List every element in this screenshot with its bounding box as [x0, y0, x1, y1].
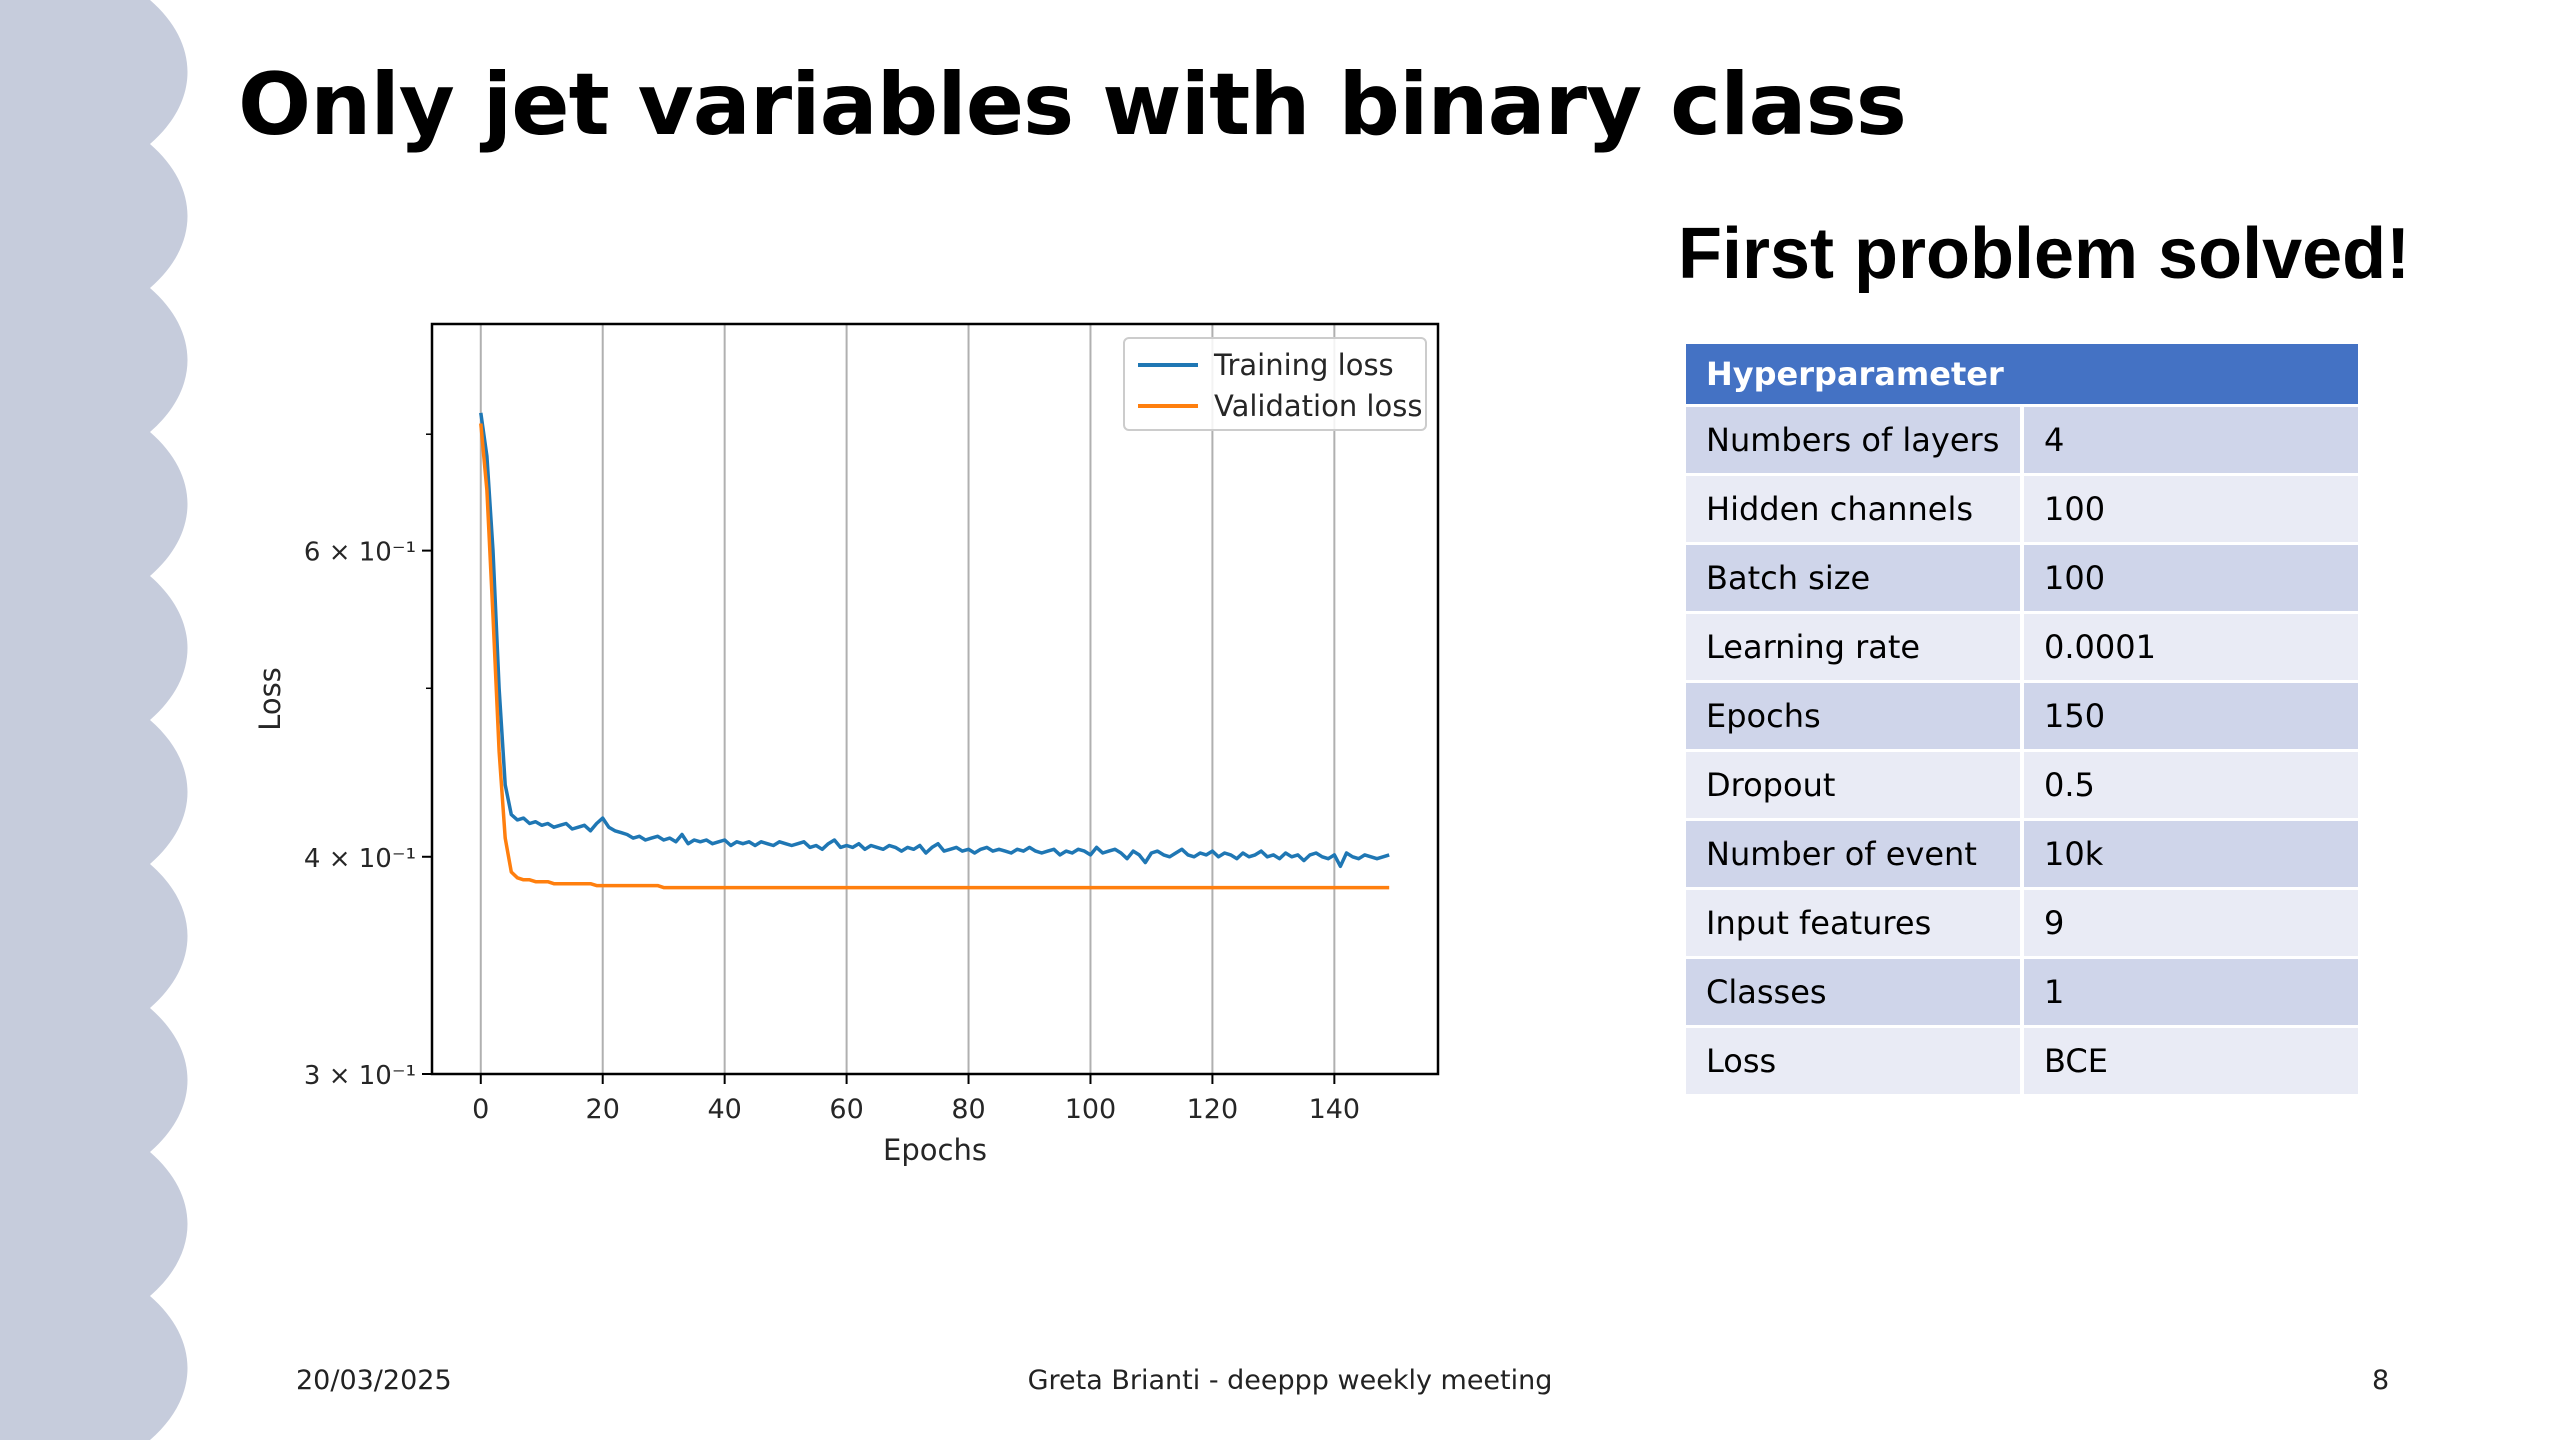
- param-value: 4: [2022, 404, 2358, 475]
- page-number: 8: [2372, 1365, 2390, 1396]
- param-name: Epochs: [1686, 680, 2024, 751]
- table-row: Input features 9: [1686, 887, 2358, 958]
- legend-label-validation: Validation loss: [1214, 389, 1422, 423]
- table-row: Numbers of layers 4: [1686, 404, 2358, 475]
- param-name: Batch size: [1686, 542, 2024, 613]
- validation-loss-line: [479, 423, 1390, 890]
- param-name: Learning rate: [1686, 611, 2024, 682]
- axis-ticks: 0 20 40 60 80 100 120 140 6 × 10⁻¹ 4 × 10⁻¹ 3 × 10…: [304, 433, 1361, 1125]
- chart-legend: Training loss Validation loss: [1123, 337, 1427, 431]
- x-tick-label: 40: [707, 1094, 741, 1125]
- x-tick-label: 80: [951, 1094, 985, 1125]
- param-value: 100: [2022, 473, 2358, 544]
- plot-frame: [430, 322, 1440, 1076]
- param-value: BCE: [2022, 1025, 2358, 1094]
- slide-subtitle: First problem solved!: [1678, 214, 2411, 294]
- table-row: Batch size 100: [1686, 542, 2358, 613]
- param-value: 10k: [2022, 818, 2358, 889]
- wave-shape: [0, 0, 188, 1440]
- footer-presenter: Greta Brianti - deeppp weekly meeting: [1027, 1365, 1553, 1396]
- param-value: 150: [2022, 680, 2358, 751]
- hyperparameter-table: Hyperparameter Numbers of layers 4 Hidde…: [1686, 344, 2358, 1094]
- y-tick-label: 4 × 10⁻¹: [304, 844, 416, 874]
- x-tick-label: 140: [1309, 1094, 1361, 1125]
- param-name: Classes: [1686, 956, 2024, 1027]
- table-row: Learning rate 0.0001: [1686, 611, 2358, 682]
- table-row: Hidden channels 100: [1686, 473, 2358, 544]
- table-row: Classes 1: [1686, 956, 2358, 1027]
- x-tick-label: 20: [586, 1094, 620, 1125]
- param-name: Dropout: [1686, 749, 2024, 820]
- table-header-row: Hyperparameter: [1686, 344, 2358, 407]
- series-lines: [479, 412, 1390, 890]
- x-tick-label: 120: [1187, 1094, 1239, 1125]
- slide-title: Only jet variables with binary class: [238, 55, 1907, 155]
- x-axis-label: Epochs: [883, 1133, 987, 1167]
- param-value: 100: [2022, 542, 2358, 613]
- table-row: Number of event 10k: [1686, 818, 2358, 889]
- decorative-wave-sidebar: [0, 0, 188, 1440]
- param-name: Hidden channels: [1686, 473, 2024, 544]
- param-value: 9: [2022, 887, 2358, 958]
- footer-date: 20/03/2025: [296, 1365, 452, 1396]
- y-tick-label: 3 × 10⁻¹: [304, 1061, 416, 1091]
- table-row: Dropout 0.5: [1686, 749, 2358, 820]
- training-loss-line: [479, 412, 1390, 869]
- table-row: Epochs 150: [1686, 680, 2358, 751]
- param-name: Loss: [1686, 1025, 2024, 1094]
- param-value: 0.5: [2022, 749, 2358, 820]
- grid-lines: [479, 324, 1336, 1074]
- param-value: 1: [2022, 956, 2358, 1027]
- y-axis-label: Loss: [253, 667, 287, 731]
- y-tick-label: 6 × 10⁻¹: [304, 538, 416, 568]
- x-tick-label: 100: [1065, 1094, 1117, 1125]
- param-name: Numbers of layers: [1686, 404, 2024, 475]
- table-row: Loss BCE: [1686, 1025, 2358, 1094]
- legend-box: [1123, 337, 1427, 431]
- table-header: Hyperparameter: [1686, 344, 2358, 407]
- loss-chart: 0 20 40 60 80 100 120 140 6 × 10⁻¹ 4 × 10⁻¹ 3 × 10…: [253, 322, 1440, 1167]
- legend-label-training: Training loss: [1213, 348, 1394, 382]
- param-value: 0.0001: [2022, 611, 2358, 682]
- param-name: Input features: [1686, 887, 2024, 958]
- x-tick-label: 0: [472, 1094, 489, 1125]
- param-name: Number of event: [1686, 818, 2024, 889]
- x-tick-label: 60: [829, 1094, 863, 1125]
